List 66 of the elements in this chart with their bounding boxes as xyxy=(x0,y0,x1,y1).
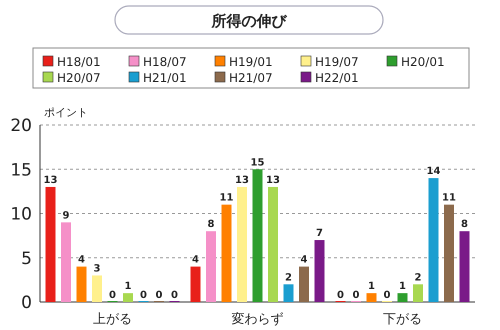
bar xyxy=(190,266,200,302)
data-label: 1 xyxy=(368,281,376,292)
data-label: 4 xyxy=(192,254,200,266)
legend-label: H20/07 xyxy=(57,71,101,85)
bar xyxy=(398,293,408,302)
x-tick-label: 上がる xyxy=(93,312,132,327)
data-label: 4 xyxy=(78,254,86,266)
bar xyxy=(237,186,247,302)
data-label: 3 xyxy=(94,263,101,274)
bar xyxy=(299,266,309,302)
legend-label: H19/01 xyxy=(229,55,273,69)
bar xyxy=(460,231,470,302)
y-tick-label: 15 xyxy=(10,160,32,180)
data-label: 2 xyxy=(414,272,422,284)
bar xyxy=(92,275,102,302)
y-tick-label: 0 xyxy=(21,293,32,313)
data-label: 11 xyxy=(220,192,234,204)
data-label: 13 xyxy=(266,174,280,186)
data-label: 9 xyxy=(62,210,70,222)
bar xyxy=(252,169,262,302)
data-label: 13 xyxy=(235,174,249,186)
data-label: 0 xyxy=(337,290,344,301)
bar xyxy=(366,293,376,302)
data-label: 0 xyxy=(171,290,178,301)
data-label: 11 xyxy=(442,192,456,204)
legend-label: H19/07 xyxy=(315,55,359,69)
chart-title: 所得の伸び xyxy=(210,12,288,30)
data-label: 1 xyxy=(399,281,406,292)
bar xyxy=(444,204,454,302)
data-label: 4 xyxy=(300,254,308,266)
legend-label: H20/01 xyxy=(401,55,445,69)
bar xyxy=(76,266,86,302)
bar xyxy=(413,284,423,302)
legend-label: H21/01 xyxy=(143,71,187,85)
x-tick-label: 下がる xyxy=(383,312,422,327)
data-label: 0 xyxy=(140,290,148,301)
bar xyxy=(284,284,294,302)
bar xyxy=(428,178,438,302)
bar xyxy=(61,222,71,302)
y-tick-label: 5 xyxy=(21,248,32,269)
bar xyxy=(123,293,133,302)
data-label: 0 xyxy=(109,290,116,301)
data-label: 15 xyxy=(250,157,264,168)
data-label: 1 xyxy=(124,281,132,292)
data-label: 2 xyxy=(285,272,292,284)
data-label: 14 xyxy=(426,166,440,178)
data-label: 7 xyxy=(316,228,324,240)
bar xyxy=(314,240,324,302)
bar xyxy=(206,231,216,302)
bar xyxy=(46,186,56,302)
y-tick-label: 10 xyxy=(10,204,32,224)
y-tick-label: 20 xyxy=(10,116,32,136)
y-axis-title: ポイント xyxy=(44,106,88,119)
x-tick-label: 変わらず xyxy=(232,311,284,327)
legend-label: H21/07 xyxy=(229,71,273,85)
data-label: 13 xyxy=(44,174,58,186)
data-label: 8 xyxy=(208,219,215,230)
legend-label: H18/07 xyxy=(143,55,187,69)
data-label: 0 xyxy=(384,290,391,301)
bar xyxy=(222,204,232,302)
data-label: 0 xyxy=(156,290,163,301)
data-label: 8 xyxy=(461,219,468,230)
data-label: 0 xyxy=(352,290,360,301)
legend-label: H22/01 xyxy=(315,71,359,85)
bar xyxy=(268,186,278,302)
legend-label: H18/01 xyxy=(57,55,101,69)
